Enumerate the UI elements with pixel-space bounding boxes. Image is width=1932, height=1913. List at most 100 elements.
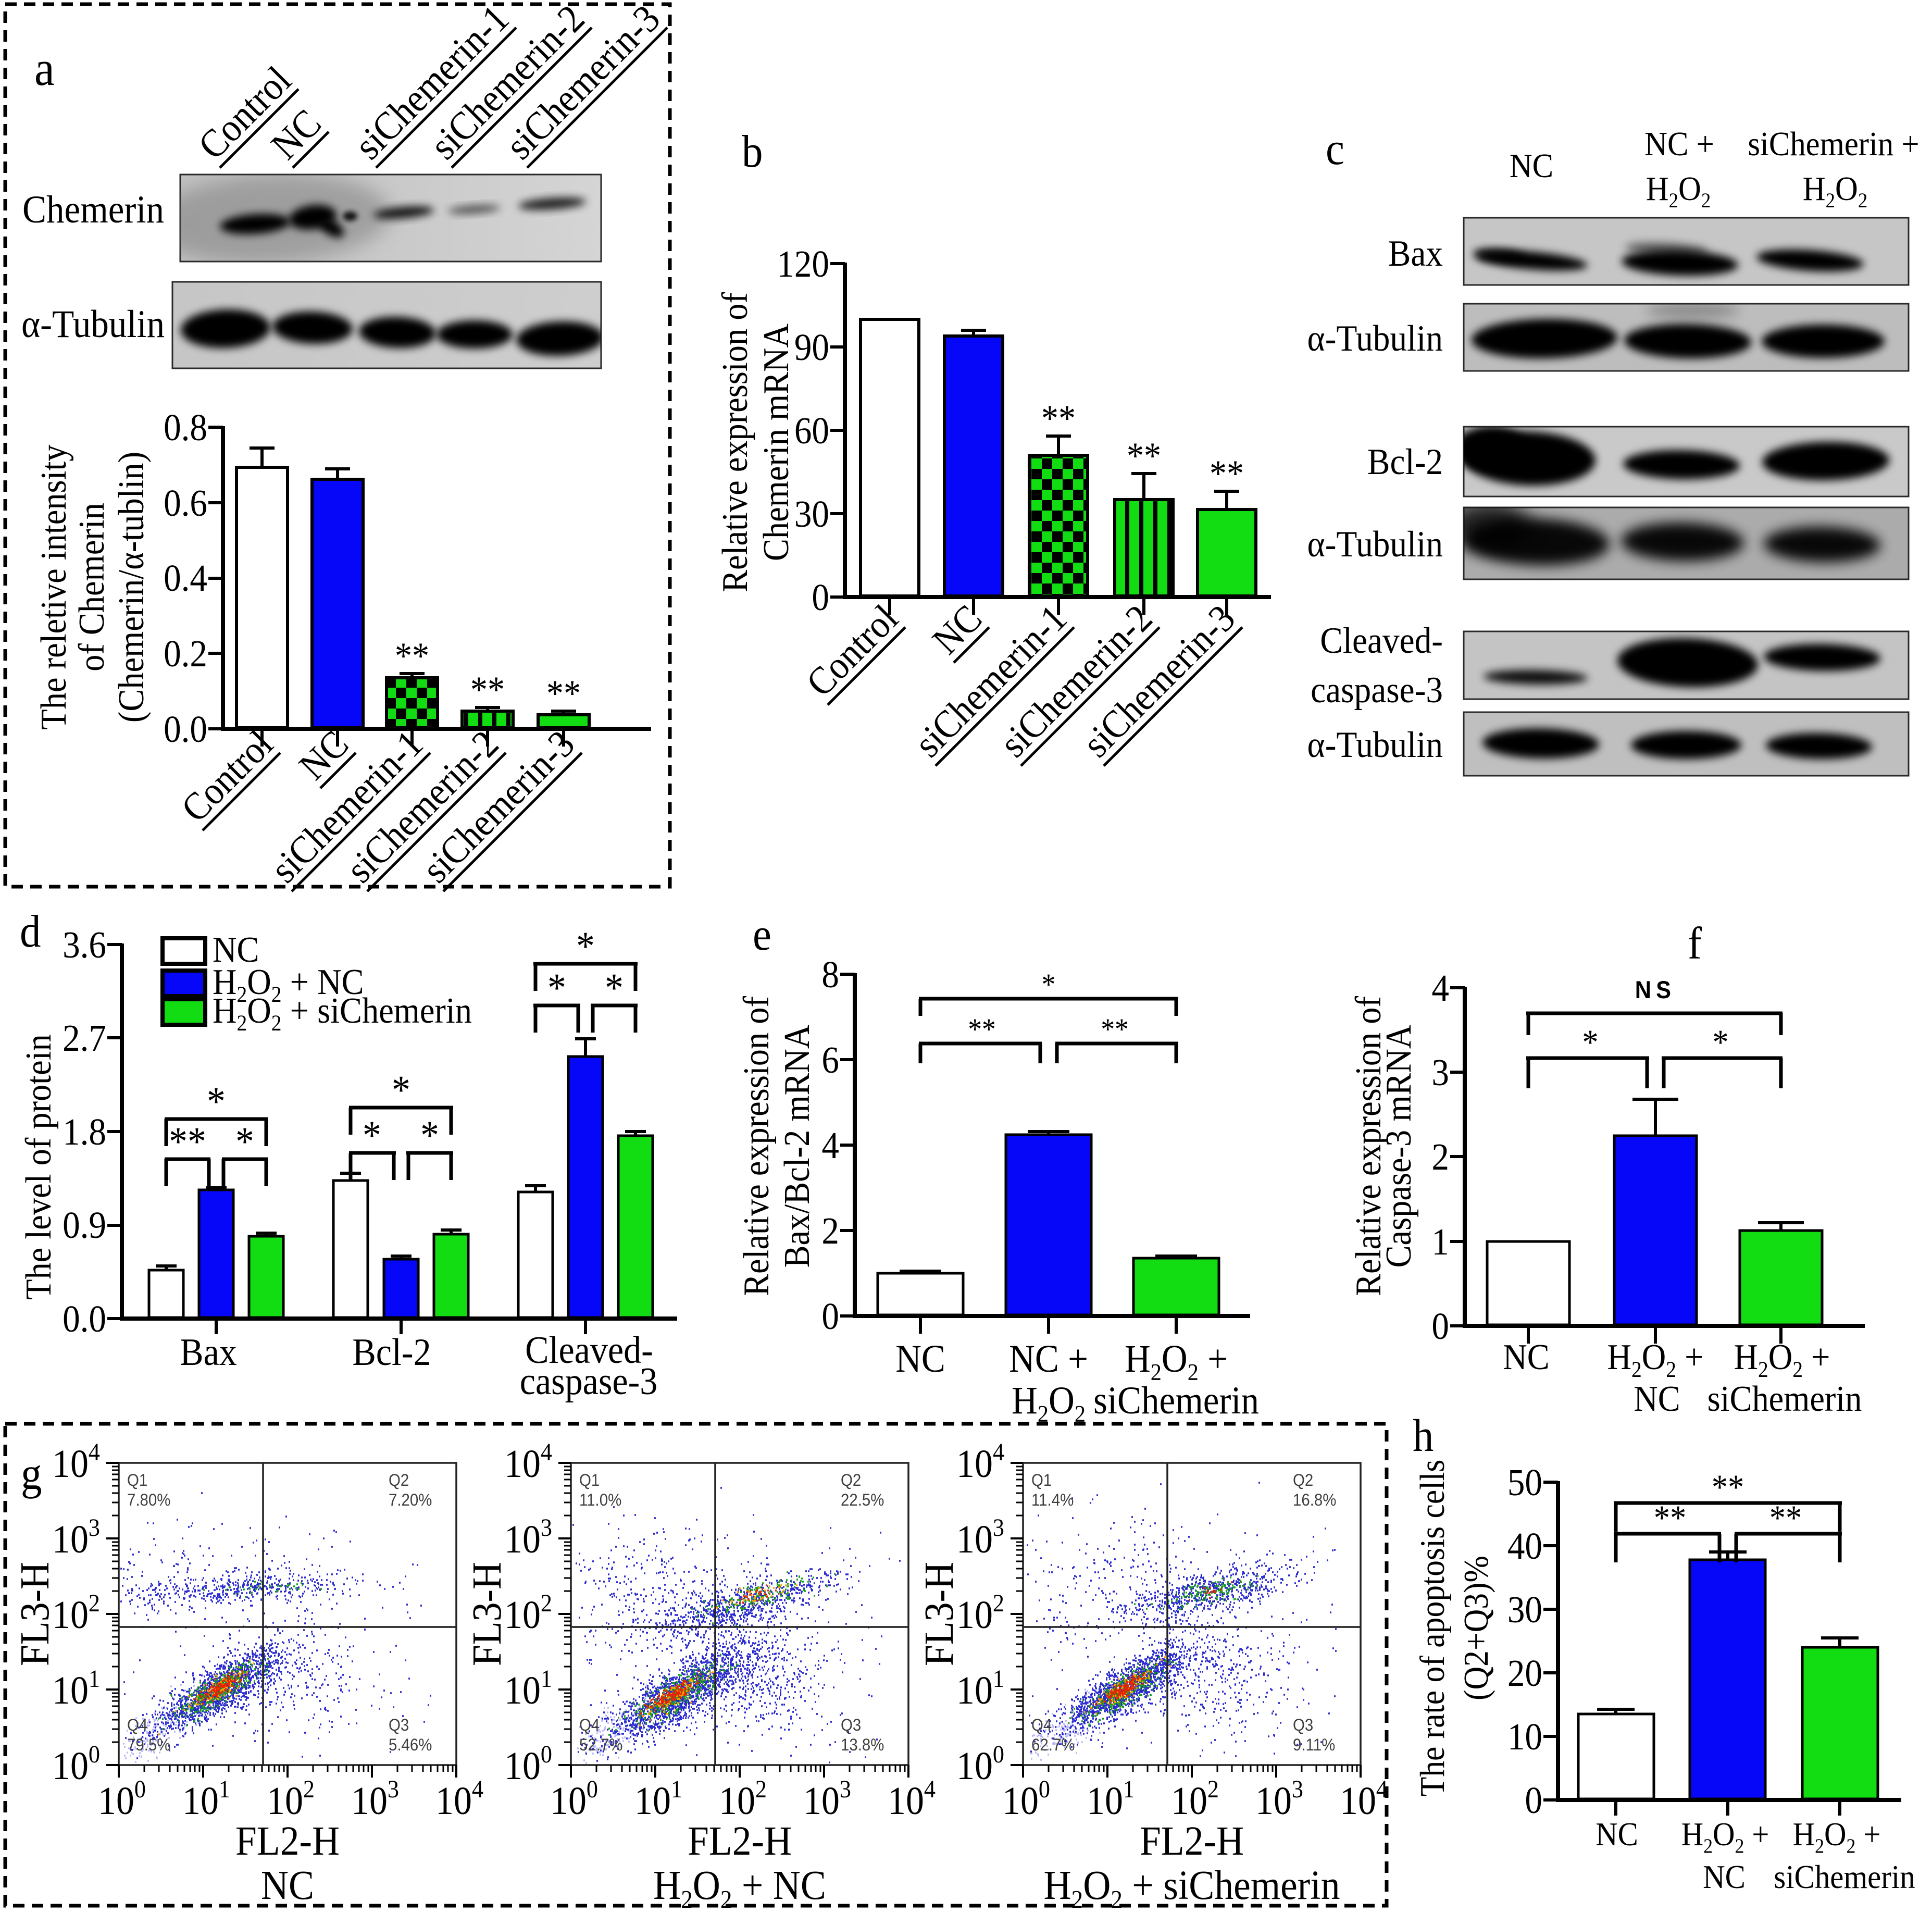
svg-text:*: *: [420, 1113, 439, 1158]
svg-text:siChemerin: siChemerin: [1093, 1378, 1259, 1422]
svg-text:Chemerin: Chemerin: [22, 188, 164, 231]
svg-text:NC: NC: [1596, 1816, 1638, 1853]
svg-text:Q1: Q1: [579, 1471, 600, 1489]
svg-text:NC: NC: [1703, 1859, 1746, 1896]
svg-text:g: g: [21, 1449, 42, 1499]
svg-text:FL3-H: FL3-H: [916, 1562, 962, 1666]
svg-text:caspase-3: caspase-3: [520, 1360, 658, 1402]
svg-text:3: 3: [1431, 1051, 1449, 1094]
svg-text:h: h: [1413, 1411, 1434, 1461]
svg-text:7.80%: 7.80%: [127, 1490, 170, 1509]
svg-text:NS: NS: [1635, 976, 1676, 1003]
svg-text:4: 4: [1431, 967, 1449, 1009]
svg-text:**: **: [470, 668, 505, 710]
svg-text:**: **: [546, 672, 581, 714]
svg-text:FL3-H: FL3-H: [11, 1562, 57, 1666]
svg-text:The reletive intensity: The reletive intensity: [33, 444, 74, 730]
svg-text:0: 0: [812, 576, 829, 618]
svg-text:101: 101: [52, 1664, 100, 1712]
svg-text:*: *: [1582, 1023, 1598, 1062]
svg-text:The level of protein: The level of protein: [18, 1034, 59, 1300]
svg-text:*: *: [547, 965, 566, 1010]
svg-text:**: **: [1654, 1499, 1687, 1538]
svg-text:Bax: Bax: [180, 1331, 237, 1373]
svg-text:**: **: [169, 1119, 206, 1164]
svg-text:NC +: NC +: [1644, 125, 1714, 163]
svg-text:*: *: [207, 1079, 226, 1124]
svg-text:Bcl-2: Bcl-2: [1367, 441, 1443, 482]
svg-text:11.4%: 11.4%: [1031, 1490, 1074, 1509]
svg-text:caspase-3: caspase-3: [1311, 669, 1443, 711]
svg-text:*: *: [605, 965, 624, 1010]
svg-text:40: 40: [1507, 1525, 1542, 1567]
svg-text:NC: NC: [261, 1862, 314, 1908]
svg-text:0.9: 0.9: [63, 1204, 106, 1246]
svg-text:5.46%: 5.46%: [389, 1735, 432, 1754]
svg-text:103: 103: [504, 1513, 552, 1561]
svg-text:(Chemerin/α-tublin): (Chemerin/α-tublin): [111, 452, 152, 723]
svg-text:22.5%: 22.5%: [841, 1490, 884, 1509]
svg-text:H2O2 + NC: H2O2 + NC: [653, 1862, 826, 1913]
svg-text:H2O2 +: H2O2 +: [1607, 1337, 1703, 1382]
svg-text:Caspase-3 mRNA: Caspase-3 mRNA: [1378, 1024, 1419, 1268]
svg-text:7.20%: 7.20%: [389, 1490, 432, 1509]
svg-text:*: *: [363, 1113, 381, 1158]
svg-text:Bcl-2: Bcl-2: [352, 1331, 431, 1373]
svg-text:Q3: Q3: [1293, 1716, 1313, 1734]
svg-text:Q4: Q4: [1031, 1716, 1052, 1734]
svg-text:FL2-H: FL2-H: [688, 1818, 792, 1864]
svg-text:**: **: [1101, 1013, 1128, 1047]
svg-text:b: b: [742, 127, 763, 177]
svg-text:1.8: 1.8: [63, 1111, 106, 1153]
svg-text:Q3: Q3: [389, 1716, 409, 1734]
svg-text:*: *: [1712, 1023, 1728, 1062]
svg-text:2: 2: [1431, 1136, 1449, 1178]
svg-text:H2O2 + siChemerin: H2O2 + siChemerin: [1044, 1862, 1340, 1913]
svg-text:The rate of apoptosis cells: The rate of apoptosis cells: [1413, 1460, 1452, 1797]
svg-text:**: **: [1210, 452, 1244, 494]
svg-text:H2O2 +: H2O2 +: [1681, 1816, 1769, 1858]
svg-text:10: 10: [1507, 1716, 1542, 1758]
svg-text:120: 120: [777, 243, 829, 285]
svg-text:0: 0: [821, 1295, 839, 1337]
svg-text:0.6: 0.6: [164, 482, 207, 524]
svg-text:3.6: 3.6: [63, 924, 106, 966]
svg-text:H2O2 +: H2O2 +: [1125, 1337, 1228, 1385]
svg-text:Chemerin mRNA: Chemerin mRNA: [756, 324, 796, 561]
svg-text:**: **: [968, 1013, 995, 1047]
svg-text:*: *: [1042, 968, 1056, 1002]
svg-text:FL3-H: FL3-H: [464, 1562, 509, 1666]
svg-text:Q1: Q1: [1031, 1471, 1052, 1489]
svg-text:52.7%: 52.7%: [579, 1735, 622, 1754]
svg-text:siChemerin: siChemerin: [1774, 1859, 1915, 1896]
svg-text:α-Tubulin: α-Tubulin: [1307, 524, 1443, 565]
svg-text:H2O2 +: H2O2 +: [1793, 1816, 1881, 1858]
svg-text:60: 60: [794, 409, 829, 452]
svg-text:0: 0: [1431, 1305, 1449, 1347]
svg-text:20: 20: [1507, 1652, 1542, 1694]
svg-text:H2O2 + siChemerin: H2O2 + siChemerin: [213, 990, 472, 1036]
svg-text:62.7%: 62.7%: [1031, 1735, 1075, 1754]
svg-text:α-Tubulin: α-Tubulin: [1307, 724, 1443, 765]
svg-text:Cleaved-: Cleaved-: [1320, 620, 1443, 661]
svg-text:2.7: 2.7: [63, 1017, 106, 1059]
svg-text:NC +: NC +: [1009, 1337, 1088, 1380]
svg-text:Q2: Q2: [1293, 1471, 1313, 1489]
svg-text:Bax/Bcl-2 mRNA: Bax/Bcl-2 mRNA: [777, 1024, 817, 1268]
svg-text:0.8: 0.8: [164, 406, 207, 449]
svg-text:0.4: 0.4: [164, 557, 207, 599]
svg-text:FL2-H: FL2-H: [1140, 1818, 1244, 1864]
svg-text:Q2: Q2: [841, 1471, 861, 1489]
svg-text:79.5%: 79.5%: [127, 1735, 170, 1754]
svg-text:siChemerin +: siChemerin +: [1748, 125, 1919, 163]
svg-text:f: f: [1688, 918, 1702, 969]
svg-text:2: 2: [821, 1210, 839, 1252]
svg-text:16.8%: 16.8%: [1293, 1490, 1336, 1509]
svg-text:Cleaved-: Cleaved-: [525, 1329, 653, 1371]
svg-text:Relative expression of: Relative expression of: [1348, 996, 1389, 1296]
svg-text:4: 4: [821, 1124, 839, 1166]
svg-text:H2O2: H2O2: [1012, 1378, 1086, 1427]
svg-text:e: e: [753, 910, 771, 960]
svg-text:30: 30: [1507, 1588, 1542, 1631]
svg-text:siChemerin: siChemerin: [1707, 1378, 1862, 1419]
